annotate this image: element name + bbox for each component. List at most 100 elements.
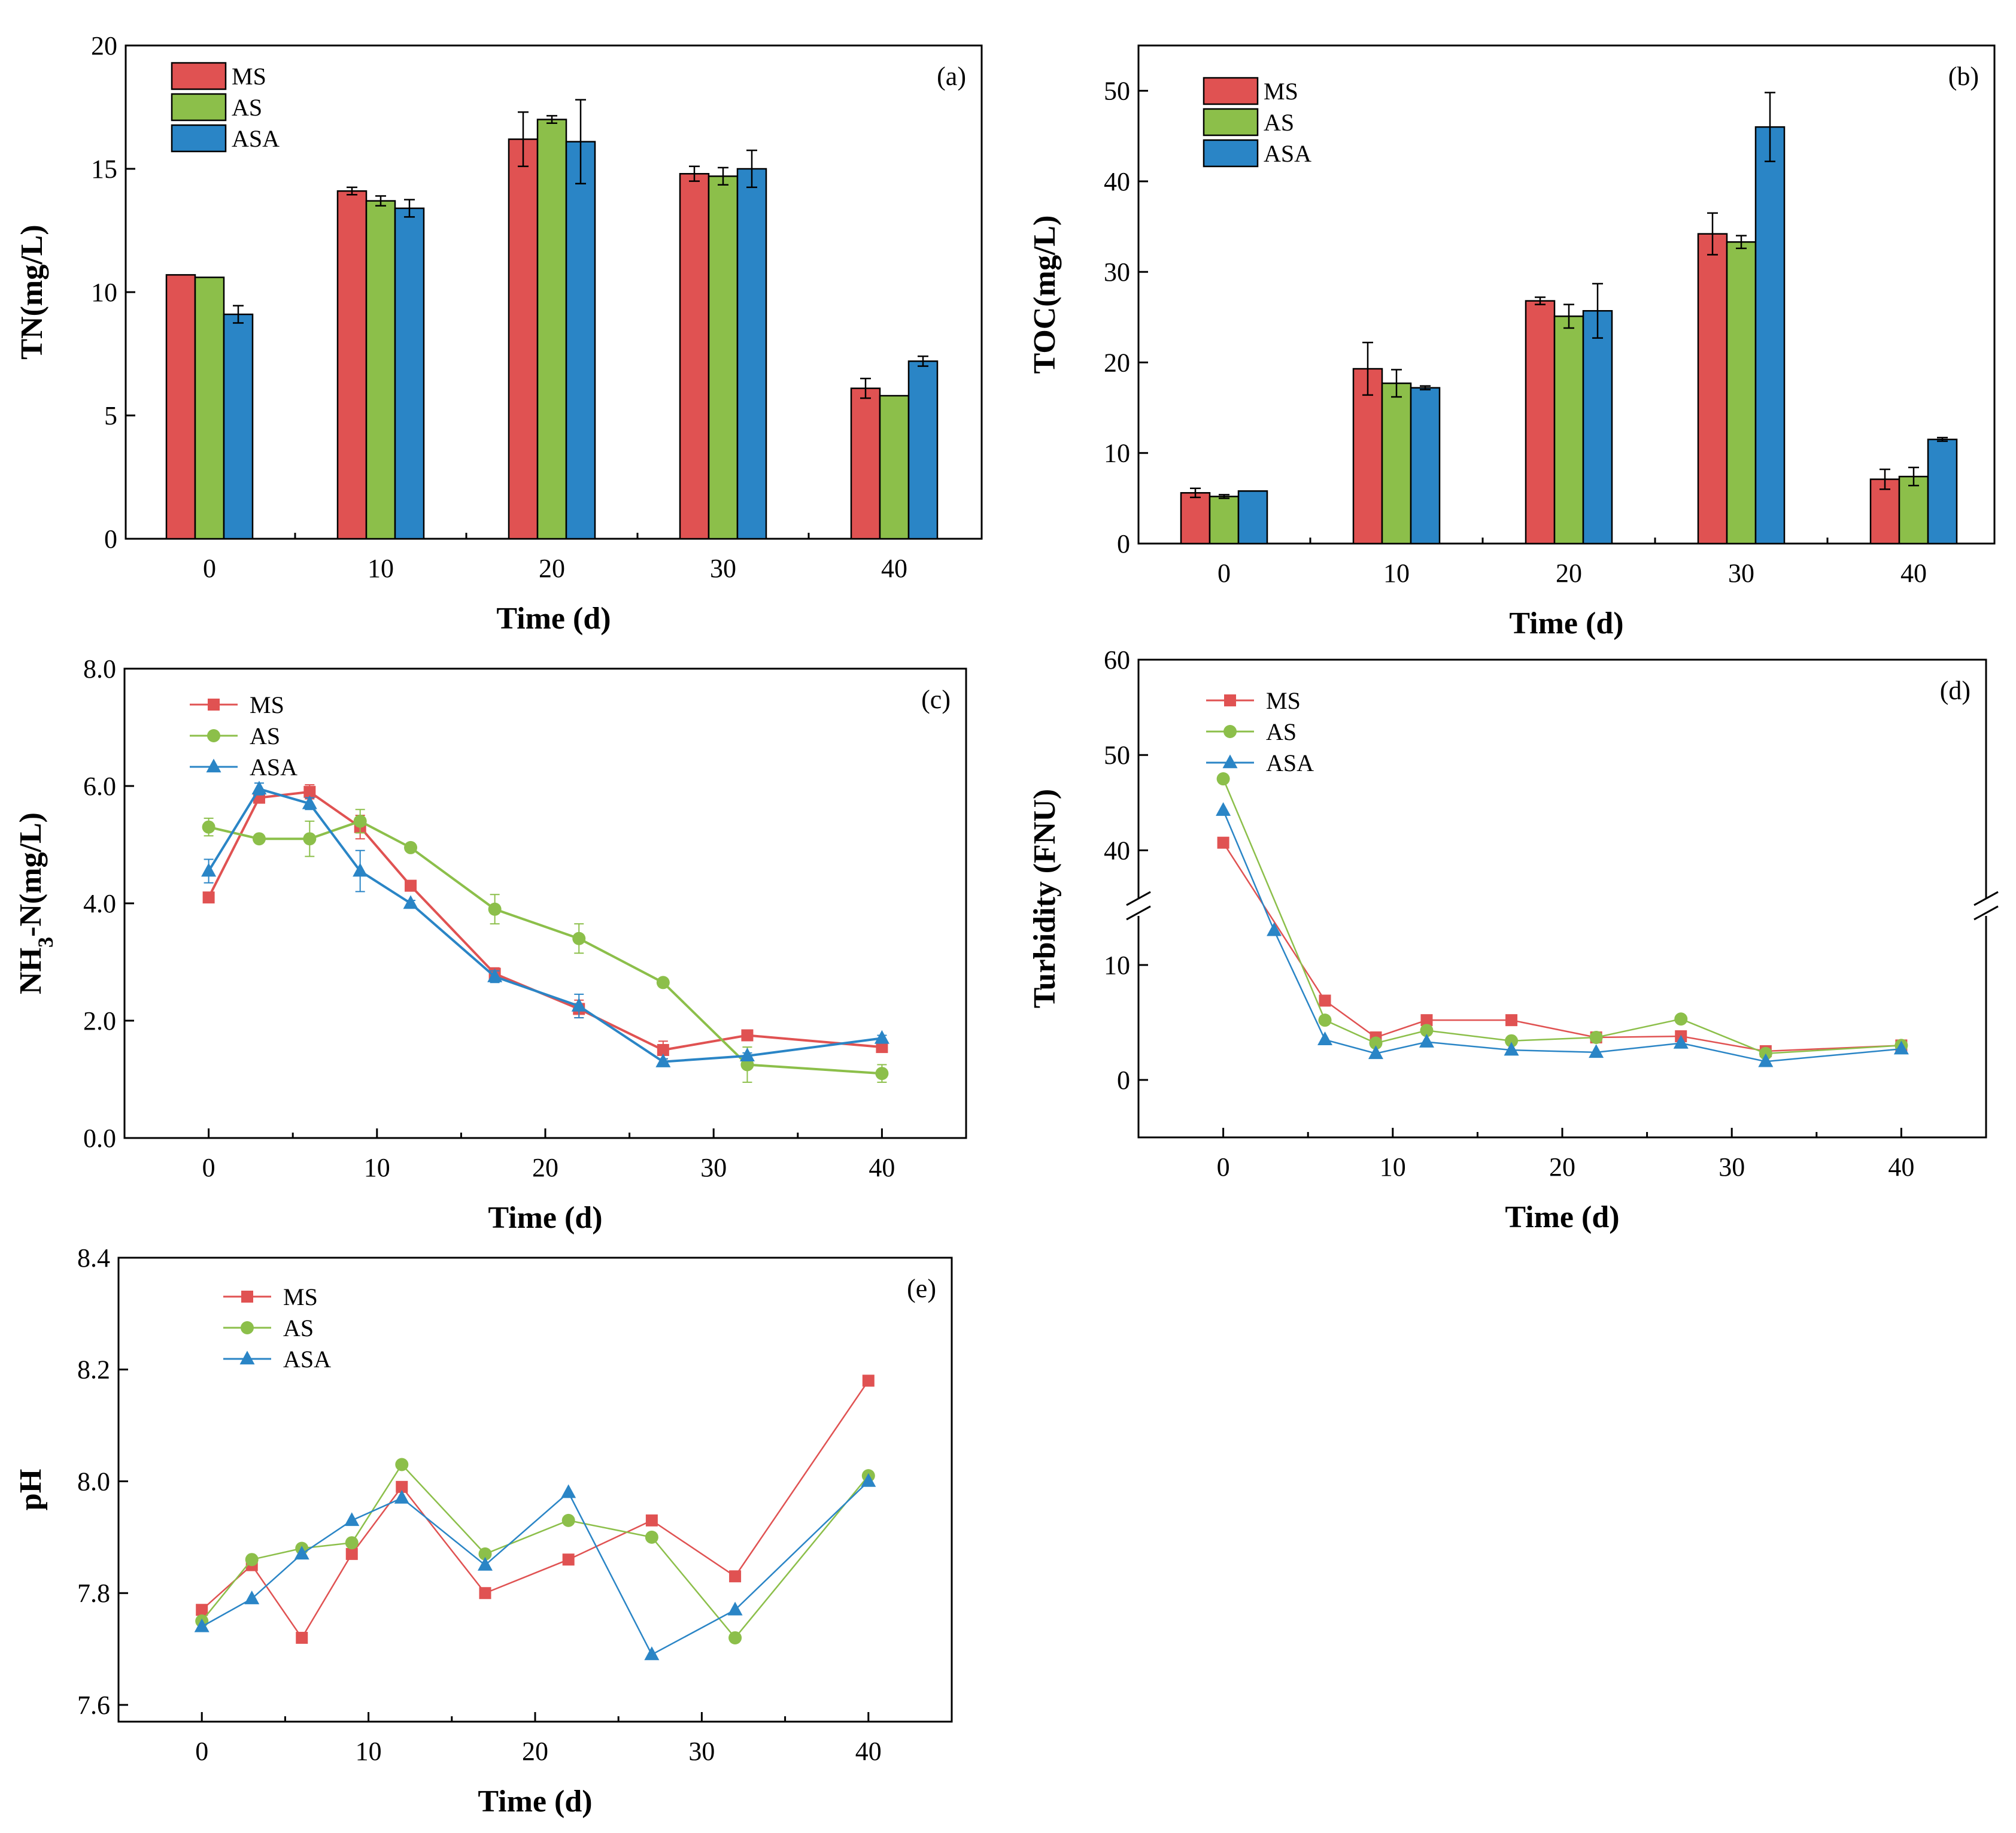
- x-tick-label: 40: [1888, 1152, 1914, 1182]
- point-asa-day-3: [1267, 922, 1282, 936]
- x-tick-label: 0: [1217, 1152, 1230, 1182]
- legend-label-asa: ASA: [250, 754, 297, 781]
- y-tick-label: 10: [1104, 951, 1130, 980]
- point-asa-day-22: [561, 1484, 576, 1498]
- axis-break-mark: [1126, 905, 1151, 921]
- legend-label-ms: MS: [1264, 78, 1298, 105]
- x-tick-label: 30: [1719, 1152, 1745, 1182]
- y-tick-label: 0: [1117, 1066, 1130, 1095]
- series-line-as: [208, 820, 882, 1075]
- bar-as-30: [708, 175, 739, 540]
- y-tick-label: 10: [1104, 439, 1130, 468]
- series-line-asa: [1222, 810, 1902, 1063]
- point-as-day-27: [656, 976, 670, 990]
- bar-as-20: [1553, 315, 1584, 545]
- point-asa-day-27: [644, 1646, 660, 1661]
- point-as-day-22: [1589, 1030, 1603, 1044]
- axis-break-mark: [1974, 891, 1999, 906]
- y-tick-label: 10: [91, 278, 117, 307]
- panel-label: (b): [1948, 62, 1979, 91]
- bar-asa-20: [1582, 309, 1613, 545]
- y-tick-label: 7.6: [77, 1691, 110, 1720]
- point-as-day-27: [1674, 1012, 1688, 1026]
- point-ms-day-12: [405, 879, 417, 892]
- bar-as-40: [1898, 475, 1929, 545]
- bar-as-40: [879, 394, 910, 540]
- point-asa-day-40: [874, 1030, 889, 1044]
- point-asa-day-22: [571, 997, 587, 1012]
- series-line-asa: [201, 1480, 869, 1656]
- legend-swatch-ms: [1203, 77, 1259, 105]
- y-tick-label: 4.0: [83, 889, 116, 918]
- x-tick-label: 20: [539, 554, 565, 583]
- point-asa-day-12: [403, 895, 418, 909]
- y-tick-label: 20: [91, 31, 117, 60]
- point-as-day-32: [728, 1631, 742, 1644]
- point-as-day-17: [1505, 1034, 1519, 1048]
- point-ms-day-9: [345, 1547, 358, 1560]
- y-tick-label: 6.0: [83, 772, 116, 801]
- legend-label-as: AS: [232, 94, 262, 121]
- point-as-day-3: [245, 1553, 259, 1567]
- bar-asa-20: [565, 141, 596, 540]
- axis-break-mark: [1126, 891, 1151, 906]
- legend-swatch-asa: [171, 124, 227, 153]
- bar-asa-30: [1754, 126, 1786, 545]
- y-tick-label: 5: [104, 401, 117, 430]
- bar-ms-20: [508, 138, 539, 540]
- legend-label-ms: MS: [283, 1283, 318, 1310]
- point-asa-day-9: [344, 1512, 360, 1527]
- point-asa-day-3: [251, 781, 267, 795]
- point-as-day-17: [488, 902, 502, 916]
- point-as-day-6: [1318, 1013, 1332, 1027]
- point-asa-day-27: [1673, 1034, 1689, 1049]
- point-ms-day-22: [562, 1553, 575, 1566]
- x-axis-title: Time (d): [478, 1785, 592, 1819]
- x-axis-title: Time (d): [1509, 606, 1623, 641]
- legend-swatch-as: [171, 93, 227, 122]
- point-ms-day-12: [1420, 1014, 1433, 1027]
- panel-e-ph-chart: 7.6 7.8 8.0 8.2 8.4 0 10 20 30 40 (e) Time (d) pH MS A…: [14, 1243, 953, 1819]
- panel-d-turbidity-chart: 0 10 40 50 60 0 10 20 30 40 (d) Time (d) Turbidity (…: [1028, 645, 1999, 1234]
- legend-swatch-as: [1203, 108, 1259, 136]
- bar-as-30: [1726, 241, 1757, 545]
- x-axis-title: Time (d): [496, 602, 611, 636]
- point-as-day-12: [1420, 1024, 1434, 1037]
- point-asa-day-12: [394, 1489, 409, 1504]
- point-asa-day-9: [1368, 1045, 1383, 1060]
- panel-a-tn-chart: 0 5 10 15 20 0 10 20 30 40 (a) Time (d) TN(mg/L) MS AS…: [15, 31, 983, 636]
- x-axis-title: Time (d): [488, 1201, 602, 1235]
- point-as-day-9: [353, 814, 367, 828]
- point-as-day-40: [875, 1067, 889, 1081]
- point-ms-day-0: [202, 891, 215, 904]
- x-tick-label: 10: [356, 1737, 382, 1766]
- bar-asa-10: [394, 207, 425, 540]
- legend-label-asa: ASA: [232, 125, 280, 152]
- point-ms-day-27: [645, 1514, 658, 1527]
- y-tick-label: 40: [1104, 836, 1130, 865]
- x-tick-label: 0: [203, 554, 216, 583]
- bar-asa-40: [1927, 438, 1958, 545]
- panel-label: (d): [1940, 676, 1971, 705]
- point-asa-day-17: [477, 1556, 493, 1571]
- point-ms-day-27: [657, 1044, 669, 1056]
- point-ms-day-0: [196, 1604, 208, 1616]
- legend-marker-asa: [239, 1351, 255, 1365]
- point-as-day-22: [572, 931, 586, 945]
- point-asa-day-32: [739, 1048, 755, 1062]
- legend-label-as: AS: [1264, 109, 1294, 136]
- bar-asa-10: [1410, 387, 1441, 545]
- point-as-day-0: [1216, 772, 1230, 786]
- point-asa-day-3: [244, 1590, 260, 1604]
- point-asa-day-32: [1758, 1053, 1774, 1067]
- point-ms-day-32: [729, 1570, 742, 1583]
- point-ms-day-17: [479, 1587, 491, 1600]
- x-tick-label: 40: [869, 1153, 895, 1182]
- x-tick-label: 20: [532, 1153, 558, 1182]
- y-tick-label: 0.0: [83, 1124, 116, 1153]
- bar-asa-0: [223, 313, 254, 540]
- legend-label-as: AS: [250, 723, 280, 749]
- series-line-ms: [207, 790, 882, 1052]
- point-as-day-27: [645, 1530, 658, 1544]
